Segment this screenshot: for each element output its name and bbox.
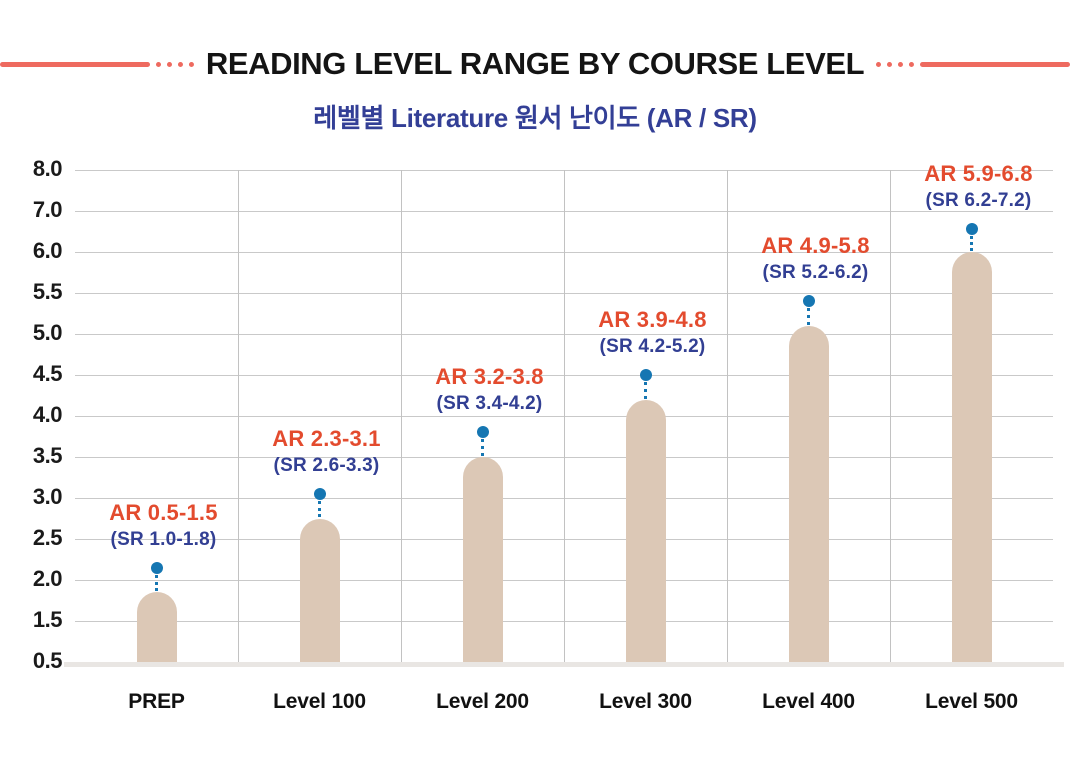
marker-dotted-connector: [807, 308, 810, 325]
category-label: Level 400: [762, 690, 855, 713]
range-annotation: AR 0.5-1.5 (SR 1.0-1.8): [44, 499, 284, 553]
y-axis-tick-label: 7.0: [32, 197, 63, 222]
marker-dotted-connector: [970, 236, 973, 251]
category-label: Level 200: [436, 690, 529, 713]
sr-range-label: (SR 3.4-4.2): [436, 393, 543, 415]
category-separator-gridline: [727, 170, 728, 662]
y-axis-tick-label: 8.0: [32, 156, 63, 181]
range-annotation: AR 3.9-4.8 (SR 4.2-5.2): [533, 306, 773, 360]
marker-dot: [802, 295, 815, 308]
chart-subtitle: 레벨별 Literature 원서 난이도 (AR / SR): [313, 103, 757, 133]
sr-range-label: (SR 1.0-1.8): [110, 528, 217, 550]
sr-range-label: (SR 5.2-6.2): [762, 262, 869, 284]
sr-range-label: (SR 4.2-5.2): [599, 336, 706, 357]
header-dotted-rule-right: [876, 61, 915, 67]
y-axis-tick-label: 2.0: [32, 566, 63, 591]
y-axis-tick-label: 0.5: [32, 648, 63, 673]
y-axis-tick-label: 4.0: [32, 402, 63, 427]
level-bar: [299, 518, 340, 662]
marker-dotted-connector: [644, 382, 647, 399]
level-bar: [136, 592, 177, 662]
y-axis-tick-label: 3.5: [32, 443, 63, 468]
x-axis-baseline: [64, 662, 1064, 667]
header: READING LEVEL RANGE BY COURSE LEVEL: [0, 44, 1070, 84]
marker-dotted-connector: [481, 439, 484, 456]
ar-range-label: AR 3.2-3.8: [435, 364, 544, 390]
category-label: Level 100: [273, 690, 366, 713]
sr-range-label: (SR 2.6-3.3): [273, 454, 380, 476]
ar-range-label: AR 3.9-4.8: [598, 307, 707, 332]
marker-dotted-connector: [318, 500, 321, 518]
ar-range-label: AR 5.9-6.8: [924, 161, 1033, 187]
category-separator-gridline: [401, 170, 402, 662]
level-bar: [462, 457, 503, 662]
category-label: PREP: [128, 690, 185, 713]
header-dotted-rule-left: [155, 61, 194, 67]
category-label: Level 300: [599, 690, 692, 713]
y-axis-tick-label: 1.5: [32, 607, 63, 632]
range-annotation: AR 2.3-3.1 (SR 2.6-3.3): [207, 425, 447, 479]
header-rule-right: [920, 61, 1070, 67]
category-separator-gridline: [238, 170, 239, 662]
marker-dot: [313, 487, 326, 500]
header-rule-left: [0, 61, 150, 67]
marker-dot: [639, 369, 652, 381]
y-axis-tick-label: 5.5: [32, 279, 63, 304]
ar-range-label: AR 2.3-3.1: [272, 425, 381, 451]
sr-range-label: (SR 6.2-7.2): [925, 190, 1032, 212]
marker-dot: [476, 426, 489, 439]
category-separator-gridline: [564, 170, 565, 662]
ar-range-label: AR 0.5-1.5: [109, 499, 218, 525]
level-bar: [625, 399, 666, 662]
y-axis-tick-label: 5.0: [32, 320, 63, 345]
range-annotation: AR 4.9-5.8 (SR 5.2-6.2): [696, 232, 936, 286]
marker-dot: [965, 223, 978, 236]
marker-dotted-connector: [155, 574, 158, 592]
ar-range-label: AR 4.9-5.8: [761, 233, 870, 259]
y-axis-tick-label: 3.0: [32, 484, 63, 509]
bar-chart: 0.5 1.5 2.0 2.5 3.0 3.5 4.0 4.5 5.0 5.5 6.0 7.0 8.0 A…: [0, 150, 1070, 757]
marker-dot: [150, 561, 163, 574]
y-axis-tick-label: 4.5: [32, 361, 63, 386]
y-axis-tick-label: 2.5: [32, 525, 63, 550]
category-label: Level 500: [925, 690, 1018, 713]
level-bar: [951, 252, 992, 662]
level-bar: [788, 325, 829, 662]
page-title: READING LEVEL RANGE BY COURSE LEVEL: [205, 46, 865, 81]
range-annotation: AR 5.9-6.8 (SR 6.2-7.2): [859, 160, 1070, 214]
range-annotation: AR 3.2-3.8 (SR 3.4-4.2): [370, 363, 610, 417]
y-axis-tick-label: 6.0: [32, 238, 63, 263]
category-separator-gridline: [890, 170, 891, 662]
